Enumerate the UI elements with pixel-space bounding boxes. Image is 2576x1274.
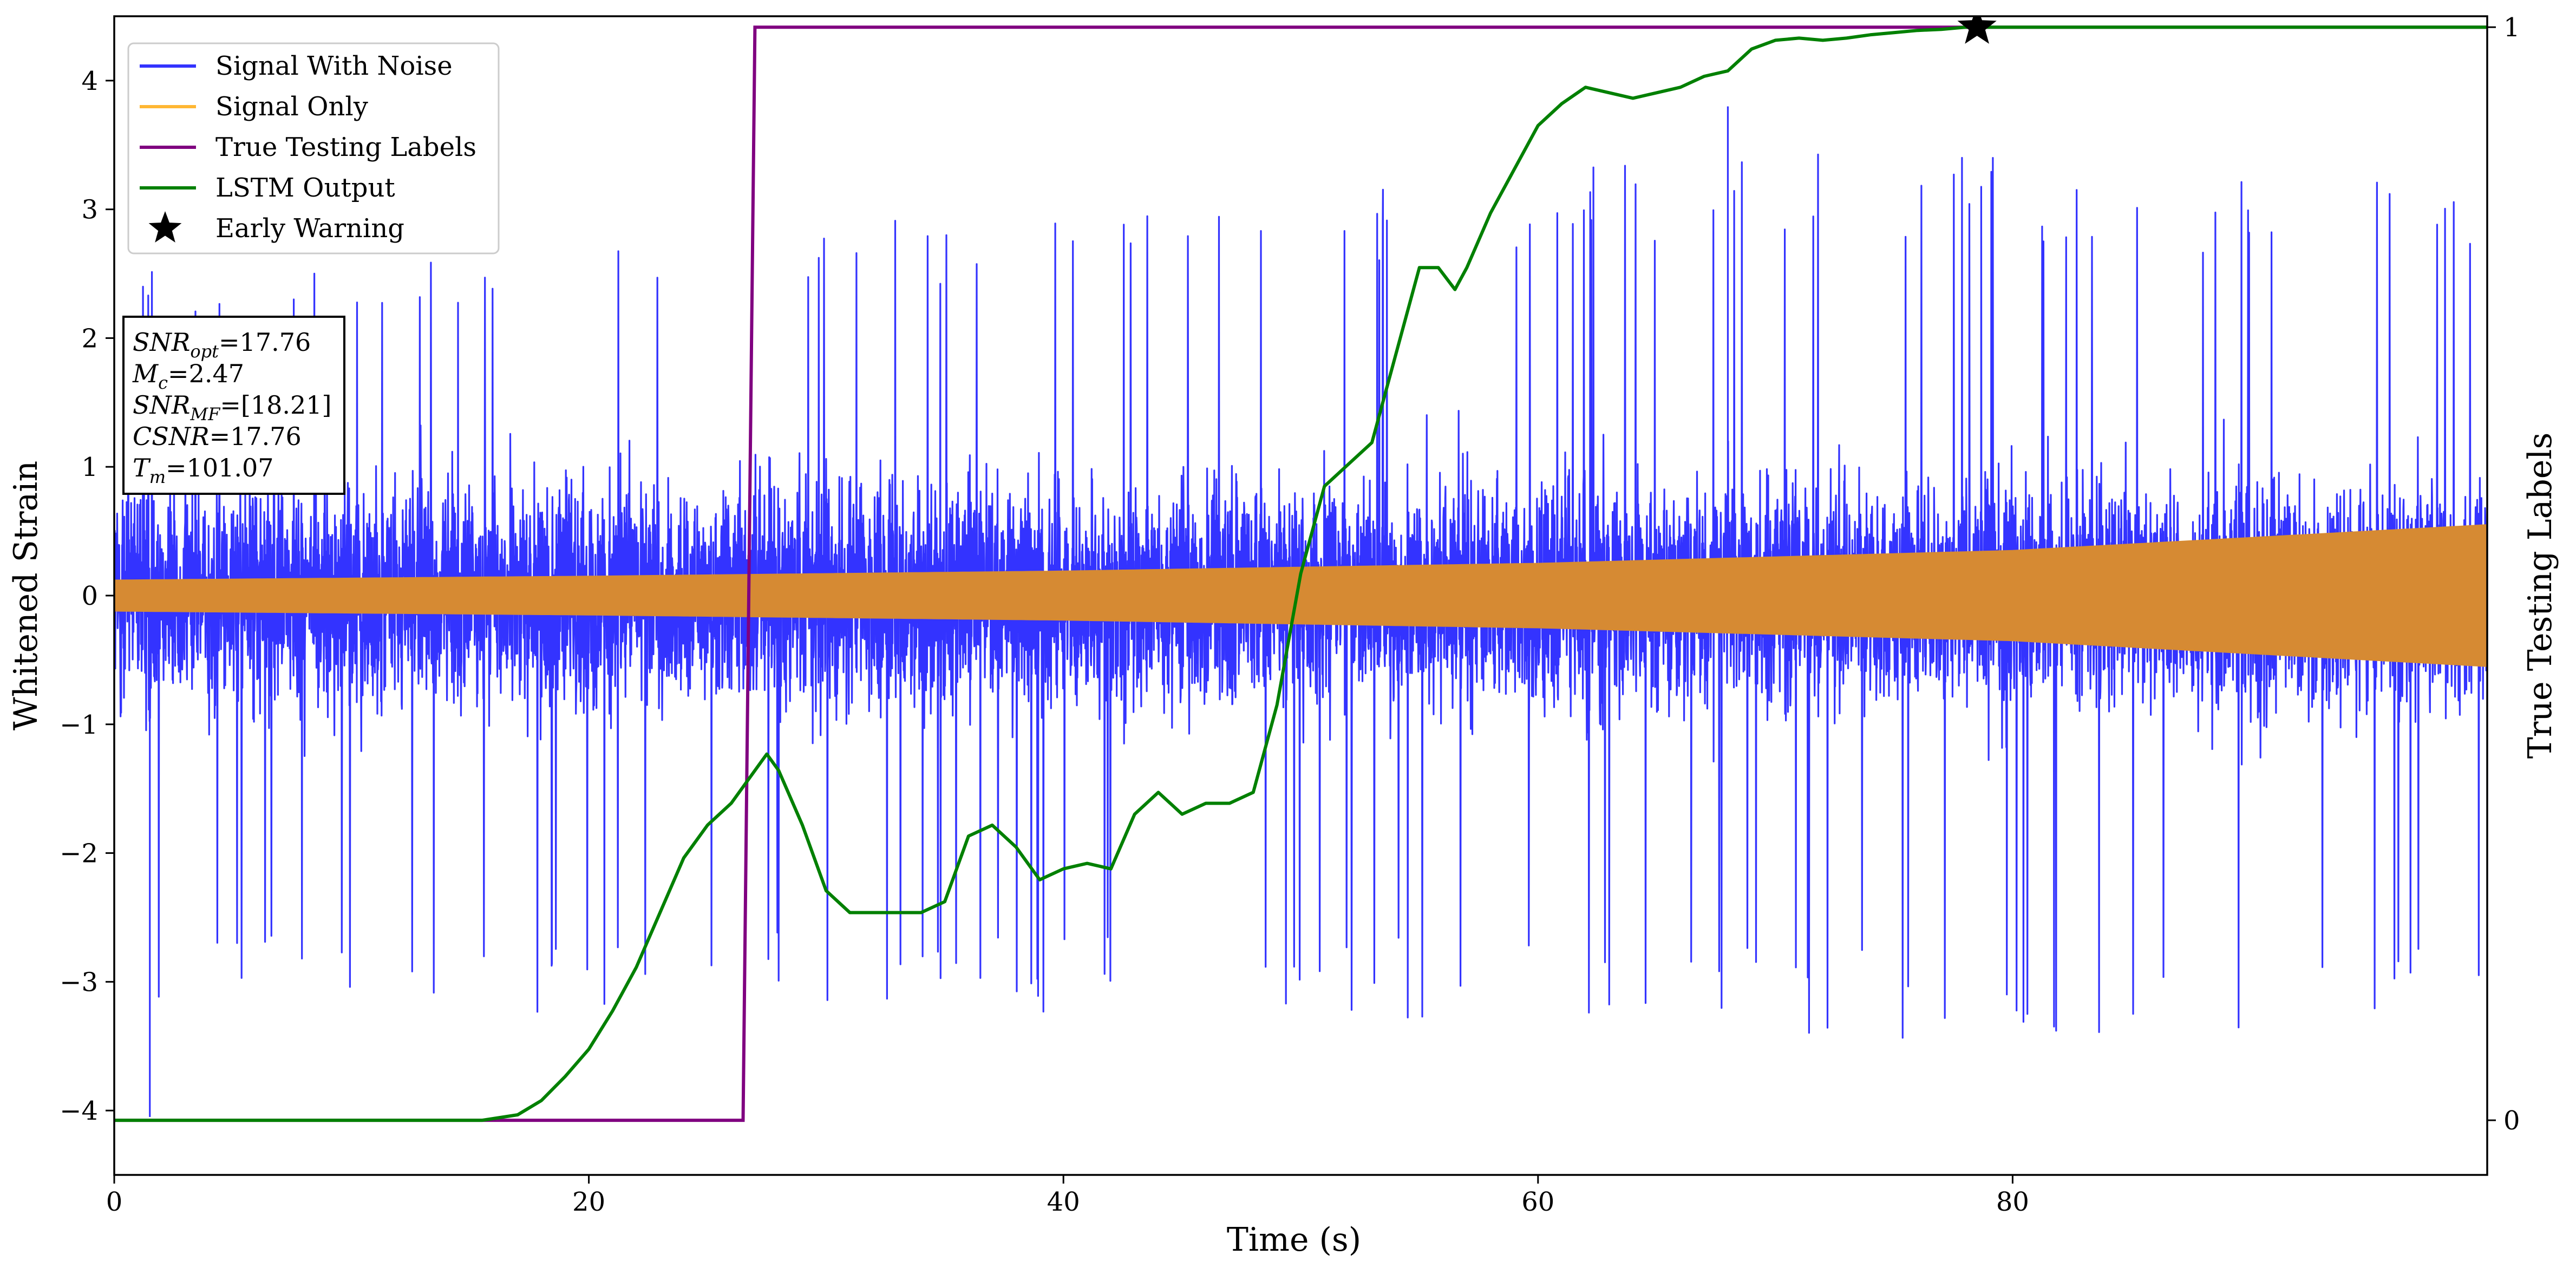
legend: Signal With Noise Signal Only True Testing… — [127, 42, 500, 254]
y-axis-left-ticks: −4 −3 −2 −1 0 1 2 3 4 — [60, 66, 114, 1126]
y-right-tick-label: 0 — [2503, 1106, 2520, 1136]
annotation-line: Mc=2.47 — [132, 359, 244, 393]
y-tick-label: 2 — [81, 323, 98, 354]
signal-with-noise-series — [114, 106, 2487, 1117]
legend-box — [127, 42, 500, 254]
y-tick-label: −4 — [60, 1096, 98, 1126]
x-axis-label: Time (s) — [1227, 1221, 1361, 1259]
annotation-line: SNRMF=[18.21] — [133, 390, 332, 424]
x-tick-label: 80 — [1996, 1187, 2029, 1217]
y-tick-label: −1 — [60, 710, 98, 740]
annotation-line: SNRopt=17.76 — [133, 328, 311, 362]
y-axis-right-ticks: 01 — [2487, 12, 2520, 1136]
x-tick-label: 60 — [1521, 1187, 1554, 1217]
x-tick-label: 0 — [106, 1187, 123, 1217]
annotation-line: Tm=101.07 — [133, 453, 274, 487]
y-tick-label: −3 — [60, 967, 98, 997]
legend-label: LSTM Output — [215, 173, 395, 203]
signal-only-series — [114, 524, 2487, 667]
y-axis-right-label: True Testing Labels — [2521, 433, 2559, 759]
y-right-tick-label: 1 — [2503, 12, 2520, 43]
early-warning-marker — [1957, 16, 1997, 44]
x-tick-label: 20 — [572, 1187, 605, 1217]
legend-label: Early Warning — [215, 213, 404, 244]
legend-label: Signal With Noise — [215, 51, 453, 81]
legend-label: True Testing Labels — [215, 132, 476, 162]
snr-annotation-box: SNRopt=17.76Mc=2.47SNRMF=[18.21]CSNR=17.… — [122, 316, 345, 495]
annotation-line: CSNR=17.76 — [133, 422, 302, 451]
x-tick-label: 40 — [1047, 1187, 1080, 1217]
y-tick-label: 1 — [81, 452, 98, 482]
y-axis-label: Whitened Strain — [7, 461, 45, 730]
y-tick-label: 3 — [81, 195, 98, 225]
legend-label: Signal Only — [215, 92, 368, 122]
y-tick-label: 0 — [81, 581, 98, 611]
annotation-frame — [122, 316, 345, 495]
y-tick-label: −2 — [60, 839, 98, 869]
y-tick-label: 4 — [81, 66, 98, 96]
lstm-output-series — [114, 25, 2487, 1122]
plot-area — [114, 16, 2487, 1122]
legend-star-icon — [148, 211, 182, 243]
x-axis-ticks: 0 20 40 60 80 — [106, 1175, 2029, 1217]
